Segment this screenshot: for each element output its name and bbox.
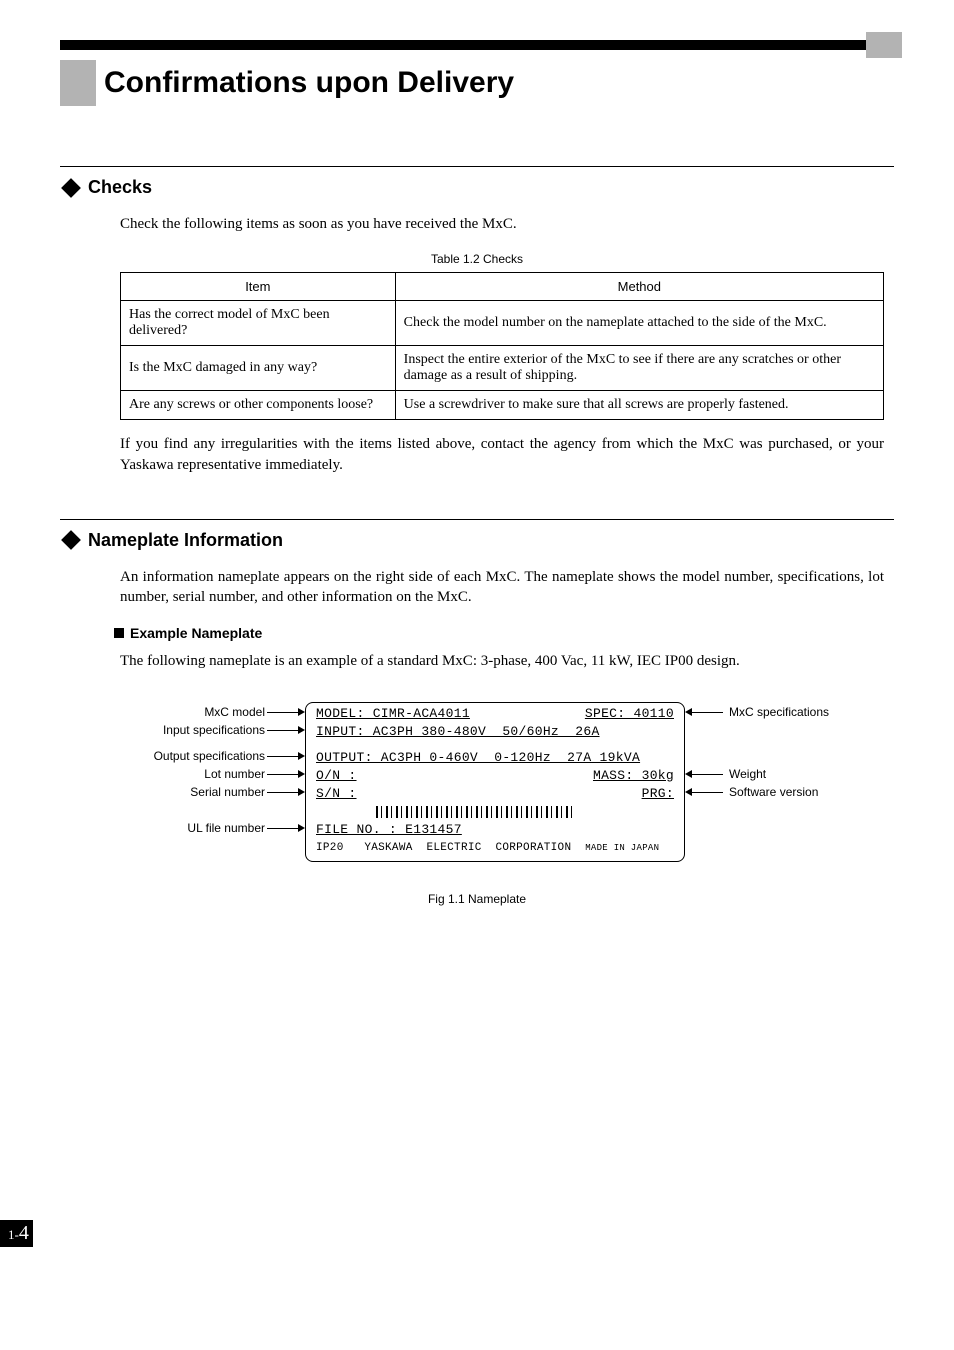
table-caption: Table 1.2 Checks — [60, 252, 894, 266]
subhead-title: Example Nameplate — [130, 625, 262, 641]
plate-model: MODEL: CIMR-ACA4011 — [316, 706, 470, 721]
example-text: The following nameplate is an example of… — [120, 651, 884, 671]
left-arrows — [265, 702, 305, 839]
plate-spec: SPEC: 40110 — [585, 706, 674, 721]
right-arrows — [685, 702, 725, 803]
section-rule — [60, 519, 894, 520]
square-bullet-icon — [114, 628, 124, 638]
plate-input: INPUT: AC3PH 380-480V 50/60Hz 26A — [316, 724, 600, 739]
label-serial: Serial number — [120, 783, 265, 801]
checks-section: Checks Check the following items as soon… — [60, 166, 894, 475]
section-head: Checks — [60, 177, 894, 198]
section-title: Checks — [88, 177, 152, 198]
cell: Inspect the entire exterior of the MxC t… — [395, 346, 883, 391]
plate-mass: MASS: 30kg — [593, 768, 674, 783]
cell: Are any screws or other components loose… — [121, 391, 396, 420]
plate-company: YASKAWA ELECTRIC CORPORATION — [364, 839, 571, 857]
cell: Use a screwdriver to make sure that all … — [395, 391, 883, 420]
label-input: Input specifications — [120, 721, 265, 739]
checks-outro: If you find any irregularities with the … — [120, 434, 884, 475]
checks-table: Item Method Has the correct model of MxC… — [120, 272, 884, 420]
table-row: Has the correct model of MxC been delive… — [121, 301, 884, 346]
plate-output: OUTPUT: AC3PH 0-460V 0-120Hz 27A 19kVA — [316, 750, 640, 765]
plate-prg: PRG: — [642, 786, 674, 801]
barcode-icon — [376, 806, 576, 818]
table-row: Is the MxC damaged in any way? Inspect t… — [121, 346, 884, 391]
label-software: Software version — [725, 783, 855, 801]
nameplate-diagram: MxC model Input specifications Output sp… — [120, 702, 884, 862]
col-header: Method — [395, 273, 883, 301]
table-row: Are any screws or other components loose… — [121, 391, 884, 420]
plate-lot: O/N : — [316, 768, 357, 783]
page-num-page: 4 — [19, 1222, 29, 1244]
cell: Check the model number on the nameplate … — [395, 301, 883, 346]
spacer — [120, 801, 265, 819]
header-bar — [60, 40, 894, 50]
diamond-icon — [61, 530, 81, 550]
label-ul: UL file number — [120, 819, 265, 837]
nameplate-section: Nameplate Information An information nam… — [60, 519, 894, 906]
title-wrap: Confirmations upon Delivery — [60, 60, 894, 106]
diamond-icon — [61, 178, 81, 198]
label-output: Output specifications — [120, 747, 265, 765]
cell: Is the MxC damaged in any way? — [121, 346, 396, 391]
label-spec: MxC specifications — [725, 703, 855, 721]
example-subhead: Example Nameplate — [114, 625, 894, 641]
plate-serial: S/N : — [316, 786, 357, 801]
plate-file: FILE NO. : E131457 — [316, 822, 462, 837]
nameplate-box: MODEL: CIMR-ACA4011 SPEC: 40110 INPUT: AC… — [305, 702, 685, 862]
title-accent-block — [60, 60, 96, 106]
spacer — [120, 739, 265, 747]
nameplate-intro: An information nameplate appears on the … — [120, 567, 884, 608]
checks-intro: Check the following items as soon as you… — [120, 214, 884, 234]
plate-ip: IP20 — [316, 839, 344, 857]
cell: Has the correct model of MxC been delive… — [121, 301, 396, 346]
page-number: 1-4 — [0, 1220, 954, 1247]
col-header: Item — [121, 273, 396, 301]
plate-made: MADE IN JAPAN — [585, 839, 659, 857]
section-head: Nameplate Information — [60, 530, 894, 551]
section-rule — [60, 166, 894, 167]
label-weight: Weight — [725, 765, 855, 783]
right-labels: MxC specifications Weight Software versi… — [725, 702, 855, 801]
section-title: Nameplate Information — [88, 530, 283, 551]
left-labels: MxC model Input specifications Output sp… — [120, 702, 265, 837]
label-model: MxC model — [120, 703, 265, 721]
label-lot: Lot number — [120, 765, 265, 783]
page-title: Confirmations upon Delivery — [96, 60, 514, 106]
fig-caption: Fig 1.1 Nameplate — [60, 892, 894, 906]
